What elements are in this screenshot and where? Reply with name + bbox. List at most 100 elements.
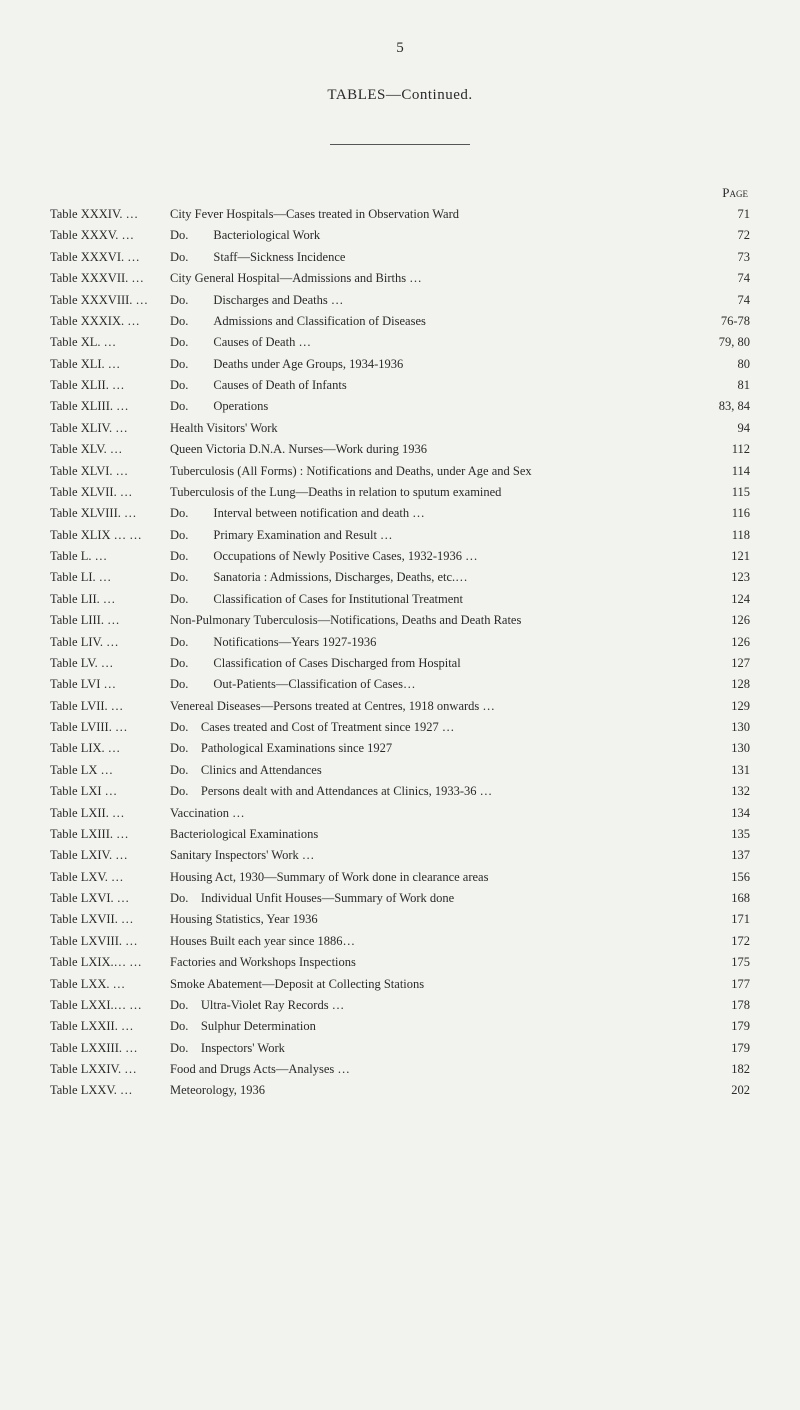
toc-page-number: 178 bbox=[700, 996, 750, 1015]
toc-description: City General Hospital—Admissions and Bir… bbox=[170, 269, 700, 288]
toc-description: Do. Ultra-Violet Ray Records … bbox=[170, 996, 700, 1015]
toc-description: Do. Persons dealt with and Attendances a… bbox=[170, 782, 700, 801]
toc-description: Do. Causes of Death … bbox=[170, 333, 700, 352]
toc-entry: Table XXXV. …Do. Bacteriological Work72 bbox=[50, 226, 750, 245]
toc-table-label: Table XLIV. … bbox=[50, 419, 170, 438]
toc-table-label: Table XXXIV. … bbox=[50, 205, 170, 224]
toc-page-number: 72 bbox=[700, 226, 750, 245]
toc-page-number: 83, 84 bbox=[700, 397, 750, 416]
toc-page-number: 81 bbox=[700, 376, 750, 395]
toc-table-label: Table XL. … bbox=[50, 333, 170, 352]
toc-page-number: 177 bbox=[700, 975, 750, 994]
toc-entry: Table XXXVII. …City General Hospital—Adm… bbox=[50, 269, 750, 288]
toc-entry: Table LXVI. …Do. Individual Unfit Houses… bbox=[50, 889, 750, 908]
toc-table-label: Table LX … bbox=[50, 761, 170, 780]
toc-page-number: 121 bbox=[700, 547, 750, 566]
toc-description: Do. Operations bbox=[170, 397, 700, 416]
toc-entry: Table LXXII. …Do. Sulphur Determination1… bbox=[50, 1017, 750, 1036]
toc-entry: Table XXXVIII. …Do. Discharges and Death… bbox=[50, 291, 750, 310]
toc-entry: Table LXXV. …Meteorology, 1936202 bbox=[50, 1081, 750, 1100]
toc-page-number: 172 bbox=[700, 932, 750, 951]
toc-table-label: Table XLII. … bbox=[50, 376, 170, 395]
toc-entry: Table LXVIII. …Houses Built each year si… bbox=[50, 932, 750, 951]
toc-description: Do. Staff—Sickness Incidence bbox=[170, 248, 700, 267]
toc-page-number: 80 bbox=[700, 355, 750, 374]
toc-table-label: Table XXXV. … bbox=[50, 226, 170, 245]
toc-table-label: Table LXXV. … bbox=[50, 1081, 170, 1100]
toc-description: Tuberculosis (All Forms) : Notifications… bbox=[170, 462, 700, 481]
toc-page-number: 124 bbox=[700, 590, 750, 609]
toc-entry: Table L. …Do. Occupations of Newly Posit… bbox=[50, 547, 750, 566]
toc-entry: Table LIII. …Non-Pulmonary Tuberculosis—… bbox=[50, 611, 750, 630]
page-column-header: Page bbox=[50, 185, 750, 201]
toc-entry: Table LX …Do. Clinics and Attendances131 bbox=[50, 761, 750, 780]
toc-description: Do. Pathological Examinations since 1927 bbox=[170, 739, 700, 758]
toc-description: Do. Causes of Death of Infants bbox=[170, 376, 700, 395]
toc-page-number: 128 bbox=[700, 675, 750, 694]
toc-table-label: Table XLVII. … bbox=[50, 483, 170, 502]
toc-table-label: Table LXXIII. … bbox=[50, 1039, 170, 1058]
toc-description: Do. Sanatoria : Admissions, Discharges, … bbox=[170, 568, 700, 587]
toc-page-number: 132 bbox=[700, 782, 750, 801]
toc-page-number: 135 bbox=[700, 825, 750, 844]
toc-entry: Table LXI …Do. Persons dealt with and At… bbox=[50, 782, 750, 801]
toc-entry: Table LIV. …Do. Notifications—Years 1927… bbox=[50, 633, 750, 652]
toc-entry: Table LV. …Do. Classification of Cases D… bbox=[50, 654, 750, 673]
toc-entry: Table XLIV. …Health Visitors' Work94 bbox=[50, 419, 750, 438]
toc-entry: Table XLVI. …Tuberculosis (All Forms) : … bbox=[50, 462, 750, 481]
toc-page-number: 171 bbox=[700, 910, 750, 929]
toc-page-number: 74 bbox=[700, 269, 750, 288]
toc-page-number: 115 bbox=[700, 483, 750, 502]
toc-entry: Table LXXI.… …Do. Ultra-Violet Ray Recor… bbox=[50, 996, 750, 1015]
toc-description: Houses Built each year since 1886… bbox=[170, 932, 700, 951]
toc-table-label: Table LXI … bbox=[50, 782, 170, 801]
toc-table-label: Table LI. … bbox=[50, 568, 170, 587]
toc-page-number: 202 bbox=[700, 1081, 750, 1100]
toc-page-number: 129 bbox=[700, 697, 750, 716]
toc-page-number: 126 bbox=[700, 611, 750, 630]
toc-page-number: 74 bbox=[700, 291, 750, 310]
toc-entry: Table XLVIII. …Do. Interval between noti… bbox=[50, 504, 750, 523]
toc-page-number: 126 bbox=[700, 633, 750, 652]
toc-description: Vaccination … bbox=[170, 804, 700, 823]
toc-entry: Table LXXIII. …Do. Inspectors' Work179 bbox=[50, 1039, 750, 1058]
toc-entry: Table LXX. …Smoke Abatement—Deposit at C… bbox=[50, 975, 750, 994]
toc-entry: Table LI. …Do. Sanatoria : Admissions, D… bbox=[50, 568, 750, 587]
toc-table-label: Table LVI … bbox=[50, 675, 170, 694]
toc-description: Sanitary Inspectors' Work … bbox=[170, 846, 700, 865]
toc-description: Do. Occupations of Newly Positive Cases,… bbox=[170, 547, 700, 566]
toc-description: Do. Classification of Cases for Institut… bbox=[170, 590, 700, 609]
toc-table-label: Table LXV. … bbox=[50, 868, 170, 887]
toc-table-label: Table XLI. … bbox=[50, 355, 170, 374]
toc-description: Do. Clinics and Attendances bbox=[170, 761, 700, 780]
toc-page-number: 182 bbox=[700, 1060, 750, 1079]
toc-page-number: 76-78 bbox=[700, 312, 750, 331]
toc-table-label: Table XXXVII. … bbox=[50, 269, 170, 288]
separator-rule bbox=[330, 144, 470, 145]
toc-description: Food and Drugs Acts—Analyses … bbox=[170, 1060, 700, 1079]
toc-page-number: 116 bbox=[700, 504, 750, 523]
toc-description: Do. Admissions and Classification of Dis… bbox=[170, 312, 700, 331]
toc-description: Non-Pulmonary Tuberculosis—Notifications… bbox=[170, 611, 700, 630]
toc-entry: Table LVII. …Venereal Diseases—Persons t… bbox=[50, 697, 750, 716]
toc-table-label: Table LXXIV. … bbox=[50, 1060, 170, 1079]
toc-page-number: 175 bbox=[700, 953, 750, 972]
toc-description: Health Visitors' Work bbox=[170, 419, 700, 438]
toc-description: Do. Discharges and Deaths … bbox=[170, 291, 700, 310]
toc-description: Do. Sulphur Determination bbox=[170, 1017, 700, 1036]
toc-table-label: Table XLV. … bbox=[50, 440, 170, 459]
toc-page-number: 71 bbox=[700, 205, 750, 224]
toc-description: Do. Notifications—Years 1927-1936 bbox=[170, 633, 700, 652]
toc-table-label: Table LVII. … bbox=[50, 697, 170, 716]
toc-description: Factories and Workshops Inspections bbox=[170, 953, 700, 972]
toc-description: Bacteriological Examinations bbox=[170, 825, 700, 844]
toc-table-label: Table LXVI. … bbox=[50, 889, 170, 908]
toc-page-number: 130 bbox=[700, 718, 750, 737]
toc-page-number: 134 bbox=[700, 804, 750, 823]
toc-page-number: 131 bbox=[700, 761, 750, 780]
toc-page-number: 112 bbox=[700, 440, 750, 459]
toc-table-label: Table XXXVI. … bbox=[50, 248, 170, 267]
toc-entry: Table XL. …Do. Causes of Death …79, 80 bbox=[50, 333, 750, 352]
toc-table-label: Table XXXIX. … bbox=[50, 312, 170, 331]
toc-page-number: 179 bbox=[700, 1039, 750, 1058]
